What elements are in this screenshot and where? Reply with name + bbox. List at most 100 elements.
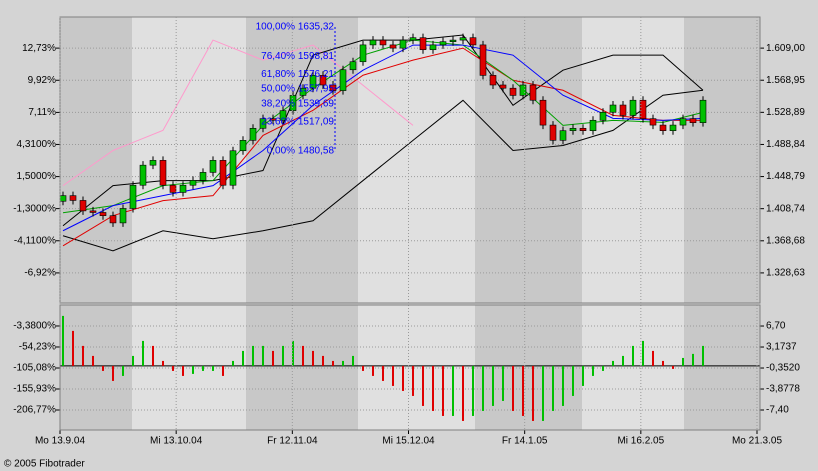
candle-body [229,150,237,186]
histogram-bar [392,365,394,386]
candle-body [509,87,517,96]
candle-body [379,39,387,46]
histogram-bar [482,365,484,411]
histogram-bar [592,365,594,376]
y-tick-label: 1.408,74 [766,203,805,214]
month-band [582,305,684,430]
candle-body [169,184,177,193]
histogram-bar [362,365,364,371]
histogram-bar [572,365,574,396]
candle-body [369,39,377,46]
fib-label: 50,00% 1557,95 [261,84,334,95]
candle-body [669,124,677,131]
candle-body [439,41,447,46]
candle-body [489,75,497,86]
candle-body [309,75,317,89]
y-tick-label: 6,70 [766,321,786,332]
candle-body [289,95,297,111]
histogram-bar [312,350,314,366]
fib-label: 61,80% 1576,21 [261,69,334,80]
candle-body [189,180,197,186]
histogram-bar [452,365,454,416]
y2-tick-label: -155,93% [13,384,56,395]
y-tick-label: -3,8778 [766,384,800,395]
y2-tick-label: -105,08% [13,363,56,374]
y-tick-label: 1.448,79 [766,171,805,182]
candle-body [99,212,107,216]
y2-tick-label: -6,92% [24,268,56,279]
candle-body [639,99,647,119]
histogram-bar [122,365,124,376]
histogram-bar [262,345,264,366]
histogram-bar [322,355,324,366]
histogram-bar [272,350,274,366]
histogram-bar [72,330,74,366]
histogram-bar [282,345,284,366]
candle-body [359,44,367,63]
candle-body [589,119,597,131]
histogram-bar [532,365,534,421]
month-band [475,305,582,430]
x-tick-label: Fr 12.11.04 [267,436,318,447]
month-band [684,17,760,303]
y2-tick-label: 7,11% [28,107,56,118]
histogram-bar [372,365,374,376]
histogram-bar [582,365,584,386]
y-tick-label: 1.609,00 [766,43,805,54]
fib-label: 76,40% 1598,81 [261,51,334,62]
histogram-bar [412,365,414,396]
candle-body [569,127,577,131]
month-band [246,305,358,430]
indicator-line [62,34,704,227]
x-tick-label: Mi 13.10.04 [150,436,203,447]
fib-label: 0,00% 1480,58 [267,146,335,157]
x-tick-label: Mo 21.3.05 [732,436,782,447]
candle-body [219,160,227,186]
candle-body [179,184,187,193]
candle-body [319,75,327,86]
histogram-bar [622,355,624,366]
y-tick-label: 1.328,63 [766,268,805,279]
candle-body [119,208,127,224]
histogram-bar [662,360,664,366]
month-band [60,17,132,303]
histogram-bar [522,365,524,416]
month-band [246,17,358,303]
copyright: © 2005 Fibotrader [4,459,85,470]
candle-body [69,195,77,201]
histogram-bar [692,353,694,366]
candle-body [619,104,627,116]
histogram-bar [462,365,464,421]
histogram-bar [382,365,384,381]
candle-body [279,110,287,121]
candle-body [609,104,617,113]
histogram-bar [652,350,654,366]
histogram-bar [152,345,154,366]
fib-label: 38,20% 1539,69 [261,98,334,109]
histogram-bar [252,345,254,366]
indicator-line [62,47,703,247]
candle-body [499,84,507,89]
y-tick-label: -7,40 [766,405,789,416]
y-tick-label: 1.568,95 [766,75,805,86]
histogram-bar [502,365,504,401]
candle-body [259,118,267,129]
histogram-bar [232,360,234,366]
x-tick-label: Mi 16.2.05 [617,436,664,447]
histogram-bar [242,350,244,366]
y2-tick-label: -4,1100% [14,235,56,246]
y2-tick-label: -1,3000% [13,203,56,214]
candle-body [159,160,167,186]
histogram-bar [82,345,84,366]
histogram-bar [212,365,214,371]
candle-body [89,210,97,213]
histogram-bar [292,340,294,366]
histogram-bar [432,365,434,411]
y2-tick-label: 9,92% [28,75,56,86]
month-band [132,305,246,430]
histogram-bar [162,360,164,366]
candle-body [689,118,697,123]
x-tick-label: Mo 13.9.04 [35,436,85,447]
candle-body [449,39,457,42]
histogram-bar [182,365,184,376]
